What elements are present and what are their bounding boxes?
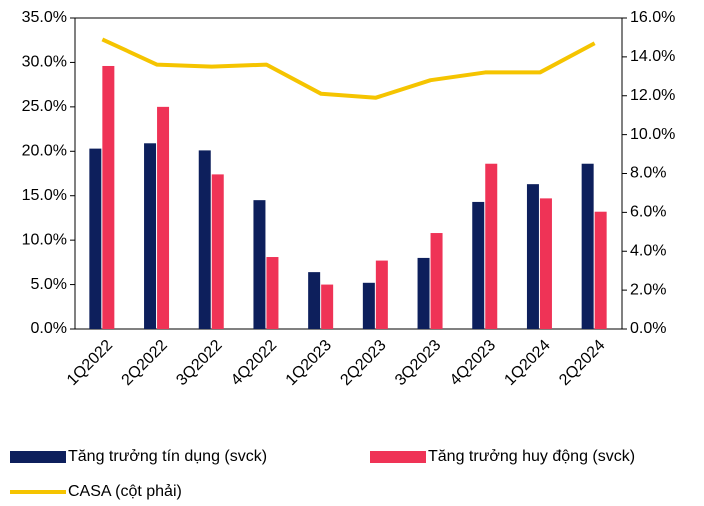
bar [157,106,170,329]
x-tick-label: 2Q2024 [556,337,608,389]
y-tick-label: 25.0% [22,98,67,115]
y2-tick-label: 14.0% [630,48,675,65]
y-tick-label: 0.0% [31,320,67,337]
x-tick-label: 1Q2022 [64,337,116,389]
y-tick-label: 35.0% [22,9,67,26]
bar [211,174,224,329]
y2-tick-label: 2.0% [630,281,666,298]
legend-swatch [370,451,426,463]
bar [102,65,115,330]
x-tick-label: 4Q2022 [228,337,280,389]
x-tick-label: 4Q2023 [447,337,499,389]
bar [253,200,266,329]
bar [89,148,102,329]
bar [430,233,443,329]
y2-tick-label: 6.0% [630,204,666,221]
y2-tick-label: 0.0% [630,320,666,337]
legend-label: CASA (cột phải) [68,483,182,500]
x-tick-label: 1Q2024 [501,337,553,389]
y2-tick-label: 8.0% [630,165,666,182]
bar [581,163,594,329]
x-tick-label: 1Q2023 [283,337,335,389]
bar [198,150,211,329]
bar [594,211,607,329]
bar [539,198,552,329]
y-tick-label: 20.0% [22,143,67,160]
y2-tick-label: 4.0% [630,242,666,259]
y-tick-label: 30.0% [22,54,67,71]
bar [417,257,430,329]
bar [526,184,539,329]
bar [472,201,485,329]
bar [321,284,334,329]
legend-swatch [10,451,66,463]
bar [308,272,321,329]
bar [362,282,375,329]
bar [485,163,498,329]
y2-tick-label: 16.0% [630,9,675,26]
bar [144,143,157,329]
y-tick-label: 15.0% [22,187,67,204]
legend-label: Tăng trưởng tín dụng (svck) [68,448,267,465]
y2-tick-label: 12.0% [630,87,675,104]
y-tick-label: 10.0% [22,231,67,248]
legend-label: Tăng trưởng huy động (svck) [428,448,635,465]
y-tick-label: 5.0% [31,276,67,293]
x-tick-label: 3Q2022 [173,337,225,389]
x-tick-label: 2Q2023 [337,337,389,389]
bar [266,257,279,329]
y2-tick-label: 10.0% [630,126,675,143]
line [101,37,596,100]
x-tick-label: 3Q2023 [392,337,444,389]
x-tick-label: 2Q2022 [119,337,171,389]
bar [375,260,388,329]
